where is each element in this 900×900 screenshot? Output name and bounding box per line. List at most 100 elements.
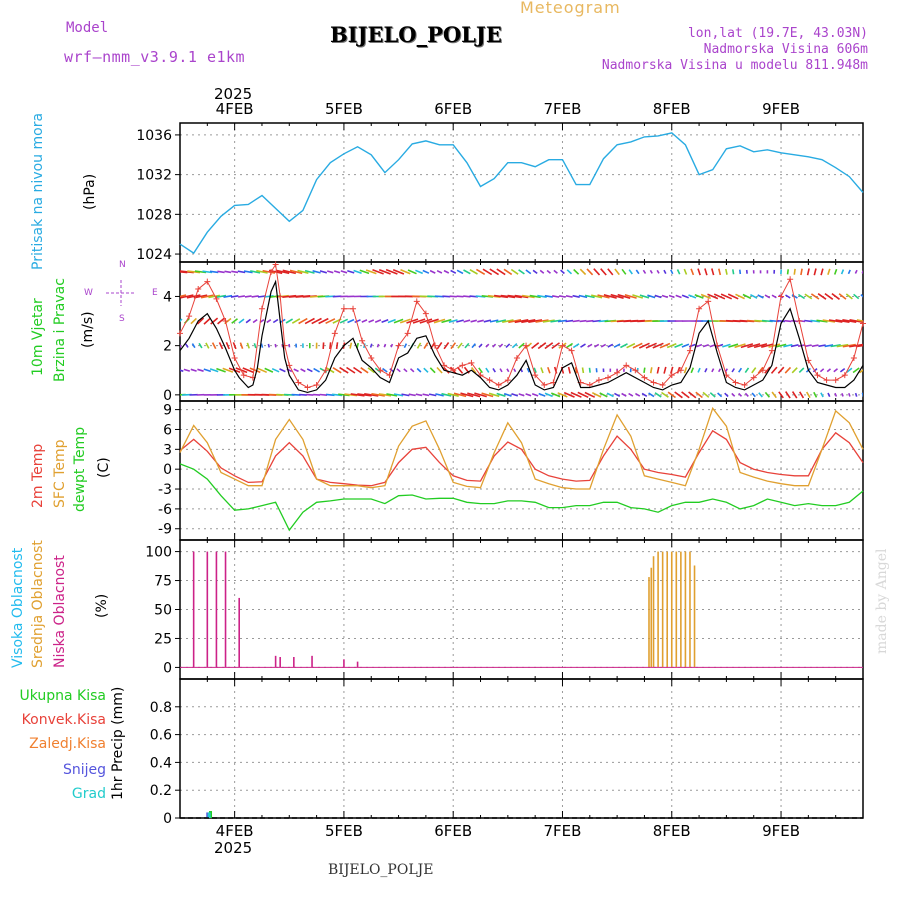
footer-station: BIJELO_POLJE <box>328 862 434 878</box>
wind-arrow <box>449 295 457 298</box>
wind-arrow <box>542 319 555 323</box>
y-tick-label: 0 <box>163 660 172 676</box>
wind-gust-marker <box>623 362 630 369</box>
wind-arrow <box>777 366 785 374</box>
wind-arrow <box>354 319 361 324</box>
wind-arrow <box>217 317 225 325</box>
wind-arrow <box>771 294 777 299</box>
wind-gust-marker <box>614 369 621 376</box>
wind-arrow <box>695 391 703 399</box>
wind-gust-marker <box>632 367 639 374</box>
wind-arrow <box>552 295 560 298</box>
wind-arrow <box>567 366 571 374</box>
wind-arrow <box>738 392 743 397</box>
wind-gust-marker <box>568 347 575 354</box>
pressure-line <box>179 132 864 255</box>
model-elevation-label: Nadmorska Visina u modelu 811.948m <box>601 58 868 73</box>
wind-arrow <box>761 343 774 348</box>
wind-arrow <box>855 344 863 348</box>
wind-arrow <box>599 392 608 398</box>
wind-arrow <box>573 268 580 275</box>
wind-arrow <box>253 343 257 349</box>
wind-arrow <box>817 293 827 300</box>
wind-arrow <box>547 366 551 374</box>
wind-arrow <box>572 343 580 349</box>
wind-arrow <box>643 367 646 374</box>
wind-arrow <box>728 343 739 348</box>
wind-arrow <box>457 342 463 349</box>
wind-arrow <box>861 270 863 274</box>
wind-arrow <box>544 342 554 350</box>
wind-gust-marker <box>359 337 366 344</box>
wind-arrow <box>854 392 858 397</box>
wind-arrow <box>244 295 252 298</box>
wind-arrow <box>340 270 348 274</box>
wind-arrow <box>538 392 546 397</box>
wind-arrow <box>799 391 805 399</box>
wind-arrow <box>621 392 627 397</box>
wind-arrow <box>610 293 624 299</box>
day-label-bottom: 8FEB <box>653 822 691 840</box>
wind-arrow <box>368 319 375 323</box>
wind-arrow <box>704 268 708 276</box>
wind-arrow <box>408 393 416 397</box>
wind-arrow <box>381 319 389 324</box>
y-tick-label: 0 <box>163 388 172 404</box>
wind-arrow <box>469 269 478 275</box>
wind-arrow <box>272 318 279 324</box>
compass-south: S <box>119 314 125 324</box>
wind-arrow <box>436 366 443 374</box>
wind-arrow <box>702 391 710 398</box>
wind-arrow <box>500 294 516 299</box>
wind-arrow <box>252 318 258 324</box>
wind-arrow <box>565 319 574 323</box>
wind-arrow <box>648 392 655 398</box>
wind-arrow <box>537 294 547 298</box>
total-precip-label: Ukupna Kisa <box>19 688 106 704</box>
wind-arrow <box>393 393 404 397</box>
wind-arrow <box>739 269 742 275</box>
wind-arrow <box>243 270 253 274</box>
wind-arrow <box>464 342 470 349</box>
wind-arrow <box>441 318 452 324</box>
panel-frame <box>179 261 864 402</box>
wind-arrow <box>822 319 836 323</box>
wind-arrow <box>711 268 715 276</box>
wind-gust-marker <box>377 367 384 374</box>
model-name: wrf–nmm_v3.9.1 e1km <box>64 48 246 66</box>
wind-arrow <box>422 393 430 397</box>
wind-gust-marker <box>350 305 357 312</box>
wind-arrow <box>470 367 477 374</box>
y-tick-label: 0.2 <box>150 783 172 799</box>
wind-arrow <box>586 268 594 276</box>
wind-gust-marker <box>313 382 320 389</box>
wind-gust-marker <box>532 372 539 379</box>
wind-gust-marker <box>404 330 411 337</box>
wind-arrow <box>392 268 405 275</box>
wind-arrow <box>853 293 860 300</box>
wind-arrow <box>858 369 863 374</box>
wind-arrow <box>778 391 784 399</box>
wind-arrow <box>688 391 697 399</box>
wind-gust-marker <box>459 362 466 369</box>
wind-arrow <box>190 317 197 325</box>
wind-arrow <box>702 343 709 348</box>
wind-arrow <box>551 342 560 350</box>
wind-arrow <box>407 269 417 275</box>
wind-arrow <box>830 344 841 348</box>
hail-label: Grad <box>71 786 106 802</box>
wind-arrow <box>332 295 342 298</box>
wind-arrow <box>819 368 825 373</box>
wind-arrow <box>349 342 353 349</box>
wind-arrow <box>820 392 824 398</box>
wind-arrow <box>659 342 671 349</box>
wind-arrow <box>443 269 450 274</box>
wind-arrow <box>487 294 501 298</box>
wind-arrow <box>720 293 733 300</box>
wind-arrow <box>428 393 437 397</box>
wind-arrow <box>607 268 614 276</box>
wind-arrow <box>266 319 272 324</box>
wind-arrow <box>838 293 847 300</box>
wind-arrow <box>435 393 444 397</box>
wind-gust-marker <box>486 377 493 384</box>
